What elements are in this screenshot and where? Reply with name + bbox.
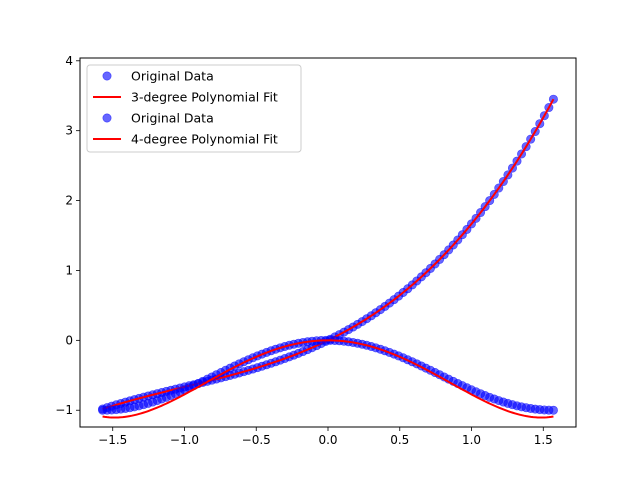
legend-marker (102, 113, 112, 123)
x-tick-label: 1.0 (462, 433, 481, 447)
legend: Original Data 3-degree Polynomial Fit Orig… (86, 64, 302, 153)
series-layer (98, 94, 558, 419)
x-tick-label: 1.5 (534, 433, 553, 447)
x-tick-label: 0.0 (318, 433, 337, 447)
y-tick-label: 1 (65, 263, 73, 277)
x-tick-label: −1.0 (170, 433, 199, 447)
legend-frame (86, 64, 302, 153)
data-point (548, 405, 558, 415)
x-tick-label: 0.5 (390, 433, 409, 447)
legend-label: Original Data (131, 111, 214, 126)
x-tick-label: −1.5 (98, 433, 127, 447)
y-tick-label: 2 (65, 194, 73, 208)
y-tick-label: 0 (65, 333, 73, 347)
y-tick-label: 4 (65, 54, 73, 68)
x-axis: −1.5 −1.0 −0.5 0.0 0.5 1.0 1.5 (98, 427, 553, 447)
legend-label: 4-degree Polynomial Fit (131, 132, 278, 147)
y-axis: −1 0 1 2 3 4 (55, 54, 80, 417)
legend-label: 3-degree Polynomial Fit (131, 90, 278, 105)
y-tick-label: −1 (55, 403, 73, 417)
x-tick-label: −0.5 (242, 433, 271, 447)
legend-label: Original Data (131, 69, 214, 84)
y-tick-label: 3 (65, 124, 73, 138)
fit-line-3 (102, 339, 554, 419)
legend-marker (102, 71, 112, 81)
